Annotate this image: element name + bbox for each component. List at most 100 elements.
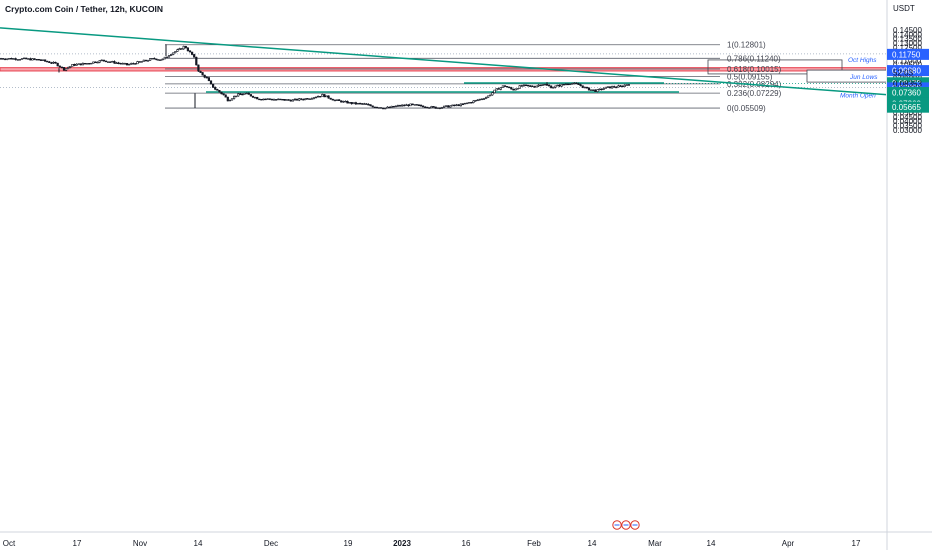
candle-body — [447, 105, 450, 108]
candle-body — [526, 84, 530, 87]
candle-body — [470, 102, 473, 104]
candle — [46, 60, 49, 63]
candle — [411, 103, 414, 106]
plot-area[interactable]: 1(0.12801)0.786(0.11240)0.618(0.10015)0.… — [0, 27, 903, 113]
candle-body — [128, 63, 131, 66]
candle — [613, 85, 616, 88]
candle-body — [499, 87, 502, 90]
candle — [547, 84, 551, 87]
candle-body — [459, 103, 463, 107]
candle — [314, 96, 318, 99]
candle — [41, 59, 45, 61]
candle — [281, 98, 284, 101]
candle-body — [298, 98, 301, 101]
fib-level-label: 0(0.05509) — [727, 104, 766, 113]
candle — [451, 104, 454, 107]
candle-body — [333, 99, 337, 102]
candle-body — [39, 59, 42, 61]
candle — [541, 84, 544, 86]
price-badge-bg — [887, 48, 929, 60]
candle-body — [233, 96, 236, 100]
candle — [575, 82, 578, 85]
candle-body — [98, 60, 101, 63]
candle — [449, 105, 452, 108]
candle — [302, 98, 305, 101]
candle-body — [356, 102, 360, 105]
candle — [71, 64, 74, 67]
candle-body — [228, 99, 232, 102]
candle-body — [440, 107, 444, 109]
event-flags-icon[interactable] — [612, 520, 640, 530]
candle-body — [451, 104, 454, 107]
candle-body — [463, 102, 467, 105]
candle — [1, 58, 5, 60]
candle-body — [466, 102, 469, 105]
candle-body — [258, 98, 261, 101]
candle — [535, 85, 538, 88]
candle — [83, 62, 87, 65]
candle-body — [405, 104, 408, 106]
candle — [180, 48, 183, 50]
candle — [499, 87, 502, 91]
y-axis-tick-label: 0.13000 — [893, 39, 922, 48]
candle-body — [331, 98, 334, 101]
candle-body — [409, 103, 412, 107]
candle-body — [535, 85, 538, 88]
candle — [610, 85, 614, 89]
candle — [230, 98, 234, 101]
candle-body — [216, 89, 219, 91]
candle — [31, 58, 34, 61]
candle — [186, 47, 190, 52]
candle-body — [518, 85, 521, 89]
candle — [56, 62, 59, 67]
candle-body — [321, 94, 324, 97]
candle — [558, 84, 561, 88]
current-price-label: 0.08353 — [893, 79, 922, 88]
candle — [226, 96, 229, 102]
candle — [533, 85, 536, 88]
candle — [167, 54, 171, 58]
candle — [157, 59, 160, 61]
candle-body — [468, 102, 471, 104]
candle — [123, 62, 126, 65]
candle-body — [369, 104, 372, 107]
candle — [379, 107, 383, 109]
fib-level-label: 0.236(0.07229) — [727, 89, 782, 98]
candle — [321, 93, 324, 97]
candle-body — [358, 102, 362, 105]
candle — [4, 58, 7, 61]
candle-body — [281, 98, 284, 101]
candle — [390, 105, 393, 108]
candle — [512, 88, 515, 91]
candle-body — [12, 58, 15, 60]
candle — [543, 83, 546, 86]
candle-body — [218, 90, 221, 93]
candle — [377, 107, 381, 109]
candle-body — [428, 107, 431, 109]
candle — [560, 83, 563, 87]
candle-body — [476, 99, 479, 102]
candle — [86, 63, 89, 65]
candle — [625, 84, 628, 86]
candle — [403, 104, 406, 107]
candle — [398, 104, 402, 107]
candle-body — [222, 93, 225, 96]
candle-body — [337, 99, 341, 101]
candle-body — [587, 87, 591, 91]
candle — [340, 100, 343, 103]
candle-body — [170, 54, 173, 57]
candle-body — [197, 64, 200, 72]
candle-body — [195, 56, 198, 66]
candle-body — [207, 77, 211, 82]
candle-body — [243, 92, 246, 95]
candle-body — [71, 64, 74, 67]
candle-body — [354, 102, 358, 105]
candle-body — [621, 85, 624, 88]
candle — [497, 87, 500, 90]
candle-body — [277, 98, 280, 101]
candle-body — [235, 95, 238, 98]
candle — [197, 64, 200, 72]
candle — [228, 99, 232, 102]
